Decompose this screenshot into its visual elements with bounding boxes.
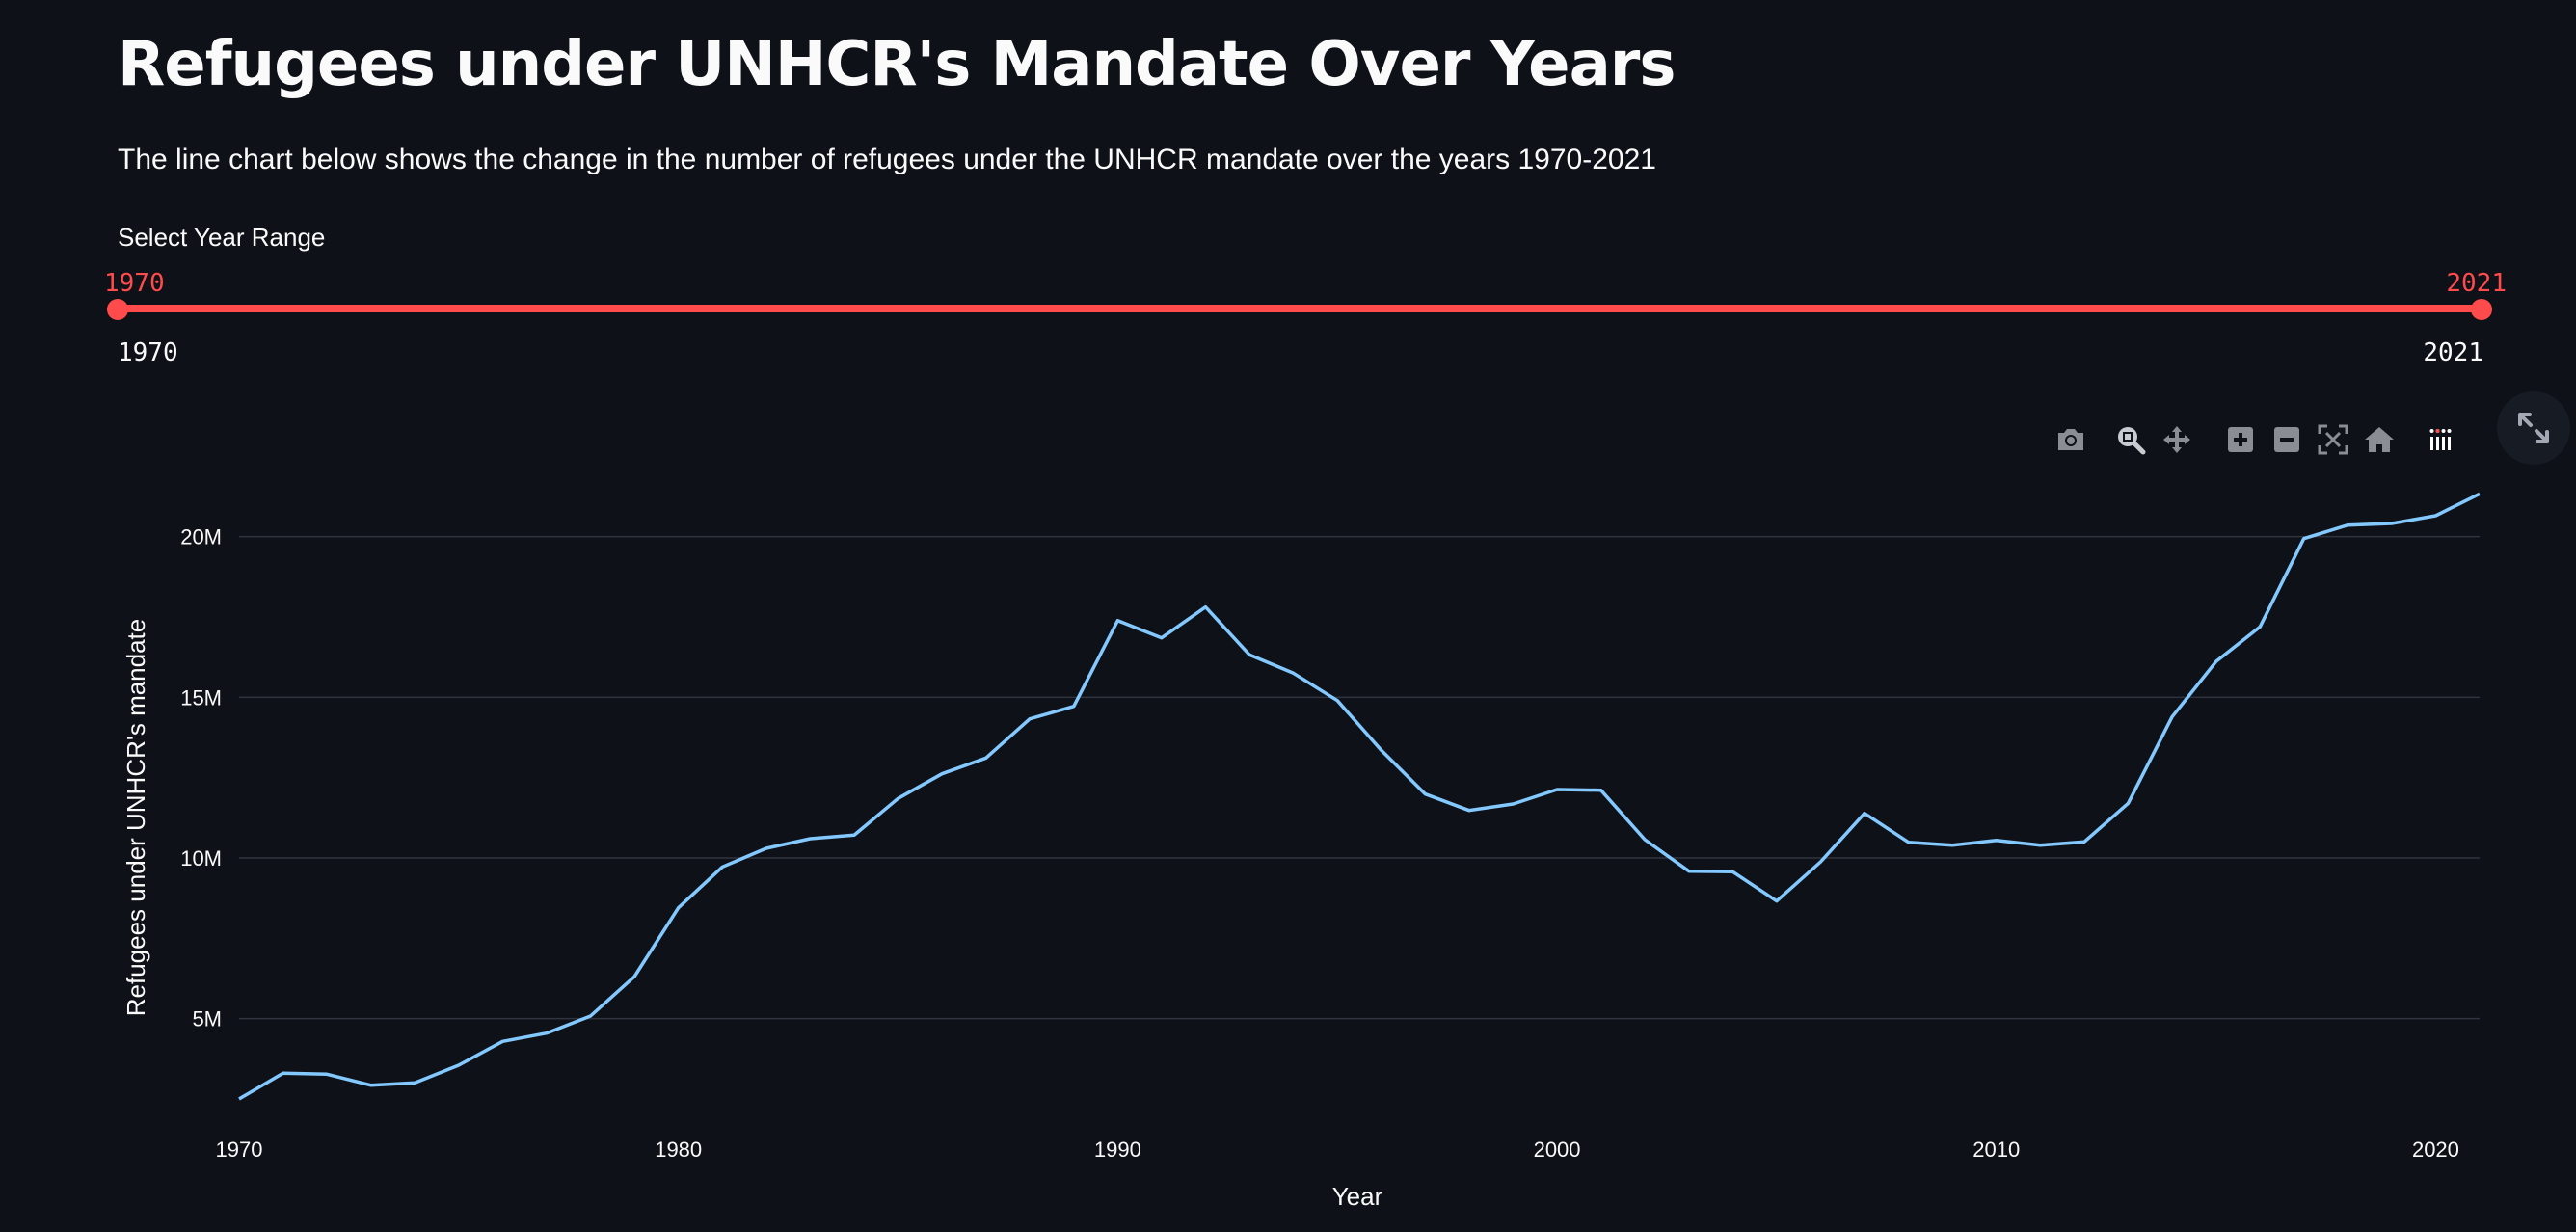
- slider-track[interactable]: [116, 305, 2483, 312]
- x-tick-label: 1990: [1094, 1138, 1141, 1162]
- x-axis-label: Year: [1332, 1182, 1383, 1211]
- refugee-count-line[interactable]: [238, 492, 2481, 1101]
- y-tick-label: 15M: [180, 685, 222, 710]
- plotly-logo-icon[interactable]: [2424, 420, 2458, 459]
- zoom-out-icon[interactable]: [2269, 420, 2304, 459]
- x-tick-label: 2020: [2412, 1138, 2459, 1162]
- pan-icon[interactable]: [2160, 420, 2194, 459]
- zoom-in-icon[interactable]: [2223, 420, 2258, 459]
- slider-value-min: 1970: [104, 269, 165, 298]
- x-tick-label: 2000: [1534, 1138, 1581, 1162]
- x-tick-label: 1970: [216, 1138, 263, 1162]
- y-axis-ticks: 5M 10M 15M 20M: [180, 525, 222, 1031]
- home-icon[interactable]: [2362, 420, 2397, 459]
- year-range-label: Select Year Range: [118, 223, 326, 252]
- chart-modebar: [2053, 420, 2478, 459]
- slider-tick-max: 2021: [2423, 338, 2483, 367]
- fullscreen-button[interactable]: [2497, 391, 2570, 465]
- autoscale-icon[interactable]: [2316, 420, 2350, 459]
- y-tick-label: 10M: [180, 846, 222, 870]
- camera-icon[interactable]: [2053, 420, 2088, 459]
- slider-tick-min: 1970: [118, 338, 178, 367]
- x-tick-label: 1980: [655, 1138, 702, 1162]
- year-range-slider[interactable]: 1970 2021 1970 2021: [104, 268, 2507, 384]
- y-tick-label: 5M: [192, 1007, 222, 1031]
- page-subtitle: The line chart below shows the change in…: [118, 144, 1656, 175]
- page-title: Refugees under UNHCR's Mandate Over Year…: [118, 29, 1676, 100]
- y-tick-label: 20M: [180, 525, 222, 549]
- y-axis-label: Refugees under UNHCR's mandate: [121, 619, 150, 1017]
- x-axis-ticks: 1970 1980 1990 2000 2010 2020: [216, 1138, 2459, 1162]
- zoom-icon[interactable]: [2113, 420, 2148, 459]
- x-tick-label: 2010: [1972, 1138, 2020, 1162]
- slider-value-max: 2021: [2446, 269, 2507, 298]
- expand-icon: [2518, 413, 2549, 443]
- chart-gridlines: [239, 535, 2480, 1020]
- slider-thumb-min[interactable]: [107, 299, 128, 320]
- slider-thumb-max[interactable]: [2471, 299, 2492, 320]
